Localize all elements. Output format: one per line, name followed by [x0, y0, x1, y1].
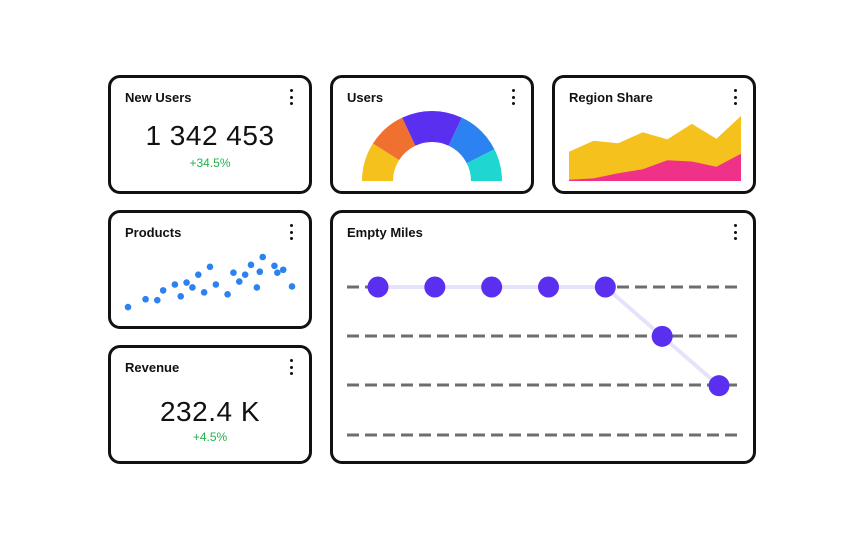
scatter-point — [279, 266, 287, 274]
scatter-point — [206, 263, 214, 271]
scatter-point — [259, 253, 267, 261]
scatter-point — [256, 268, 264, 276]
scatter-point — [183, 279, 190, 286]
scatter-point — [171, 281, 179, 288]
scatter-point — [241, 271, 249, 278]
kebab-icon[interactable] — [729, 224, 741, 240]
revenue-card: Revenue 232.4 K +4.5% — [108, 345, 312, 464]
scatter-point — [194, 271, 202, 278]
scatter-point — [124, 303, 132, 311]
revenue-value: 232.4 K — [159, 396, 261, 427]
scatter-point — [177, 292, 185, 300]
card-title: New Users — [125, 90, 192, 105]
line-point — [481, 276, 503, 298]
region-share-chart — [569, 116, 741, 181]
kebab-icon[interactable] — [507, 89, 519, 105]
users-gauge-chart — [362, 111, 502, 181]
line-point — [594, 276, 616, 298]
gauge-segment — [362, 143, 400, 181]
region-share-card: Region Share — [552, 75, 756, 194]
products-card: Products — [108, 210, 312, 329]
kebab-icon[interactable] — [285, 89, 297, 105]
revenue-delta: +4.5% — [192, 430, 228, 444]
kebab-icon[interactable] — [285, 224, 297, 240]
scatter-point — [189, 284, 196, 291]
users-card: Users — [330, 75, 534, 194]
card-title: Users — [347, 90, 384, 105]
empty-miles-card: Empty Miles — [330, 210, 756, 464]
card-title: Products — [125, 225, 182, 240]
scatter-point — [142, 295, 149, 303]
scatter-point — [274, 269, 281, 277]
empty-miles-line-chart — [347, 276, 741, 437]
area-series — [569, 153, 741, 181]
line-point — [424, 276, 446, 298]
scatter-point — [224, 291, 231, 298]
gauge-segment — [402, 111, 462, 146]
new-users-delta: +34.5% — [189, 156, 231, 170]
scatter-point — [230, 269, 237, 277]
line-point — [708, 375, 730, 397]
products-scatter-chart — [124, 253, 296, 311]
card-title: Empty Miles — [347, 225, 423, 240]
gauge-segment — [466, 149, 502, 181]
scatter-point — [288, 283, 296, 290]
kebab-icon[interactable] — [729, 89, 741, 105]
scatter-point — [247, 261, 255, 269]
scatter-point — [235, 278, 243, 285]
card-title: Revenue — [125, 360, 180, 375]
gauge-segment — [448, 117, 495, 164]
new-users-card: New Users 1 342 453 +34.5% — [108, 75, 312, 194]
card-title: Region Share — [569, 90, 653, 105]
scatter-point — [212, 281, 220, 288]
scatter-point — [253, 284, 261, 291]
scatter-point — [159, 287, 167, 294]
line-point — [651, 325, 673, 347]
gauge-segment — [372, 117, 416, 161]
scatter-point — [271, 262, 278, 270]
scatter-point — [200, 289, 208, 296]
scatter-point — [153, 296, 161, 304]
line-point — [538, 276, 559, 298]
new-users-value: 1 342 453 — [145, 120, 275, 151]
kebab-icon[interactable] — [285, 359, 297, 375]
line-point — [367, 276, 389, 298]
